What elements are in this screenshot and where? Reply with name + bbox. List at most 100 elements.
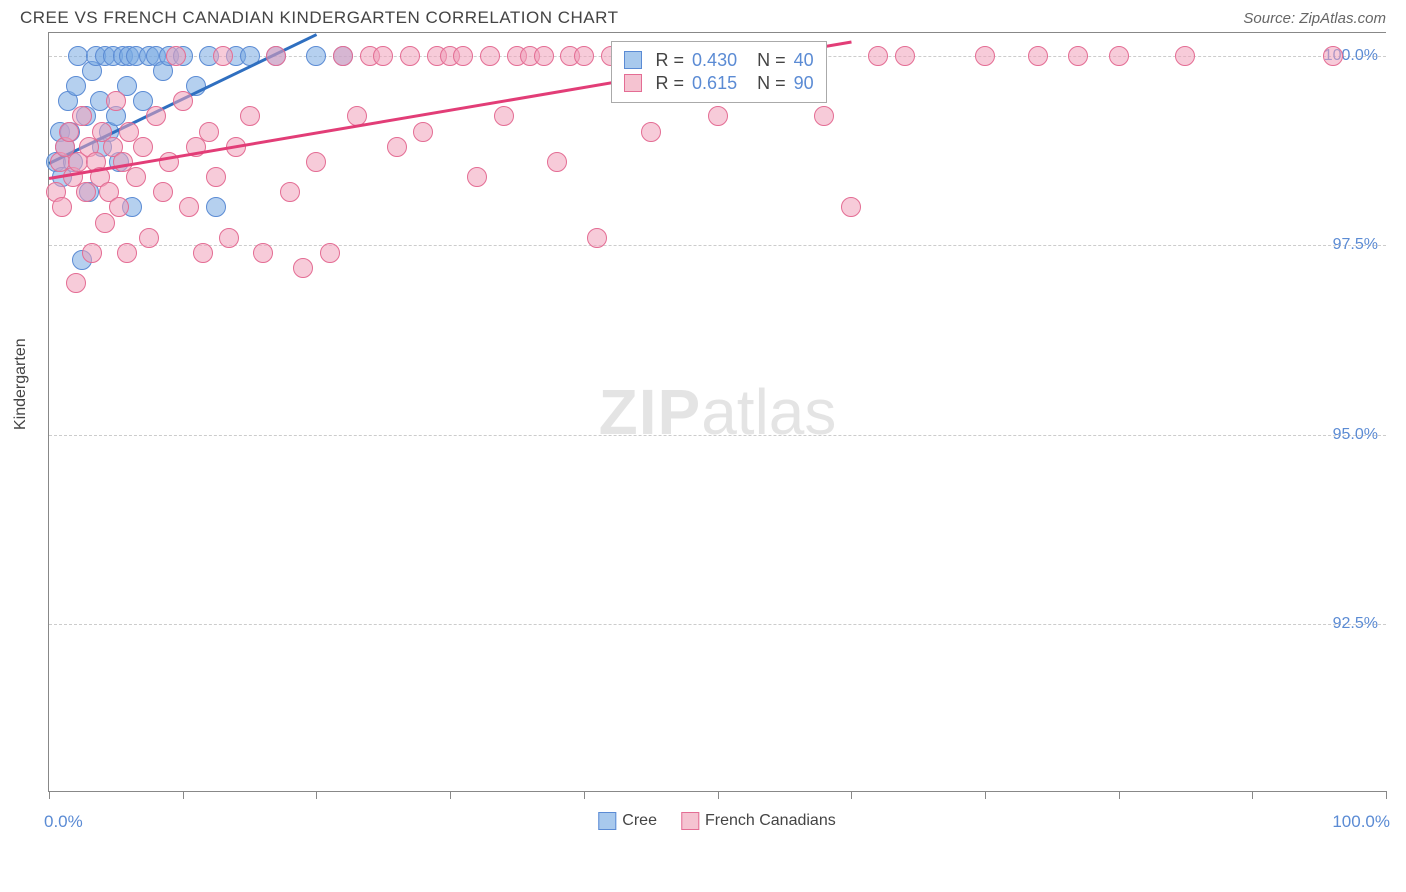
data-point bbox=[293, 258, 313, 278]
data-point bbox=[453, 46, 473, 66]
legend-swatch bbox=[624, 74, 642, 92]
data-point bbox=[166, 46, 186, 66]
source-attribution: Source: ZipAtlas.com bbox=[1243, 10, 1386, 27]
y-tick-label: 92.5% bbox=[1333, 615, 1378, 633]
data-point bbox=[173, 91, 193, 111]
data-point bbox=[179, 197, 199, 217]
x-tick bbox=[1386, 791, 1387, 799]
x-axis-min-label: 0.0% bbox=[44, 812, 83, 832]
n-label: N = bbox=[757, 73, 786, 94]
x-tick bbox=[49, 791, 50, 799]
n-value: 40 bbox=[794, 50, 814, 71]
data-point bbox=[868, 46, 888, 66]
data-point bbox=[306, 152, 326, 172]
data-point bbox=[52, 197, 72, 217]
data-point bbox=[109, 197, 129, 217]
data-point bbox=[413, 122, 433, 142]
r-value: 0.430 bbox=[692, 50, 737, 71]
data-point bbox=[708, 106, 728, 126]
legend-item: Cree bbox=[598, 812, 657, 830]
x-tick bbox=[316, 791, 317, 799]
y-tick-label: 97.5% bbox=[1333, 236, 1378, 254]
source-prefix: Source: bbox=[1243, 10, 1299, 27]
data-point bbox=[814, 106, 834, 126]
data-point bbox=[66, 76, 86, 96]
legend-swatch bbox=[598, 812, 616, 830]
x-tick bbox=[183, 791, 184, 799]
data-point bbox=[280, 182, 300, 202]
data-point bbox=[975, 46, 995, 66]
data-point bbox=[547, 152, 567, 172]
correlation-legend-row: R = 0.430 N = 40 bbox=[624, 50, 814, 71]
legend-swatch bbox=[681, 812, 699, 830]
data-point bbox=[153, 182, 173, 202]
y-axis-label: Kindergarten bbox=[12, 338, 30, 430]
data-point bbox=[193, 243, 213, 263]
data-point bbox=[213, 46, 233, 66]
data-point bbox=[117, 243, 137, 263]
legend-swatch bbox=[624, 51, 642, 69]
data-point bbox=[139, 228, 159, 248]
data-point bbox=[219, 228, 239, 248]
x-tick bbox=[1119, 791, 1120, 799]
data-point bbox=[587, 228, 607, 248]
data-point bbox=[320, 243, 340, 263]
x-tick bbox=[584, 791, 585, 799]
n-label: N = bbox=[757, 50, 786, 71]
data-point bbox=[841, 197, 861, 217]
r-label: R = bbox=[656, 50, 685, 71]
x-axis-max-label: 100.0% bbox=[1332, 812, 1390, 832]
data-point bbox=[240, 106, 260, 126]
data-point bbox=[66, 273, 86, 293]
correlation-legend: R = 0.430 N = 40 R = 0.615 N = 90 bbox=[611, 41, 827, 103]
data-point bbox=[82, 243, 102, 263]
data-point bbox=[1028, 46, 1048, 66]
chart-title: CREE VS FRENCH CANADIAN KINDERGARTEN COR… bbox=[20, 8, 618, 28]
x-tick bbox=[851, 791, 852, 799]
data-point bbox=[1323, 46, 1343, 66]
gridline bbox=[49, 245, 1386, 246]
data-point bbox=[1068, 46, 1088, 66]
x-tick bbox=[450, 791, 451, 799]
data-point bbox=[574, 46, 594, 66]
data-point bbox=[480, 46, 500, 66]
x-tick bbox=[718, 791, 719, 799]
data-point bbox=[206, 167, 226, 187]
x-tick bbox=[985, 791, 986, 799]
data-point bbox=[306, 46, 326, 66]
r-value: 0.615 bbox=[692, 73, 737, 94]
data-point bbox=[206, 197, 226, 217]
data-point bbox=[373, 46, 393, 66]
data-point bbox=[494, 106, 514, 126]
data-point bbox=[126, 167, 146, 187]
data-point bbox=[199, 122, 219, 142]
data-point bbox=[641, 122, 661, 142]
chart-plot-area: 100.0%97.5%95.0%92.5%R =0.430N =40R =0.6… bbox=[48, 32, 1386, 792]
data-point bbox=[266, 46, 286, 66]
data-point bbox=[253, 243, 273, 263]
r-label: R = bbox=[656, 73, 685, 94]
data-point bbox=[400, 46, 420, 66]
source-name: ZipAtlas.com bbox=[1299, 10, 1386, 27]
legend-label: Cree bbox=[622, 812, 657, 829]
data-point bbox=[133, 137, 153, 157]
correlation-legend-row: R = 0.615 N = 90 bbox=[624, 73, 814, 94]
data-point bbox=[387, 137, 407, 157]
series-legend: Cree French Canadians bbox=[598, 812, 835, 830]
n-value: 90 bbox=[794, 73, 814, 94]
y-tick-label: 95.0% bbox=[1333, 426, 1378, 444]
gridline bbox=[49, 624, 1386, 625]
legend-item: French Canadians bbox=[681, 812, 836, 830]
data-point bbox=[1175, 46, 1195, 66]
gridline bbox=[49, 435, 1386, 436]
data-point bbox=[467, 167, 487, 187]
data-point bbox=[534, 46, 554, 66]
data-point bbox=[72, 106, 92, 126]
data-point bbox=[1109, 46, 1129, 66]
data-point bbox=[333, 46, 353, 66]
data-point bbox=[895, 46, 915, 66]
legend-label: French Canadians bbox=[705, 812, 836, 829]
x-tick bbox=[1252, 791, 1253, 799]
data-point bbox=[106, 91, 126, 111]
data-point bbox=[146, 106, 166, 126]
